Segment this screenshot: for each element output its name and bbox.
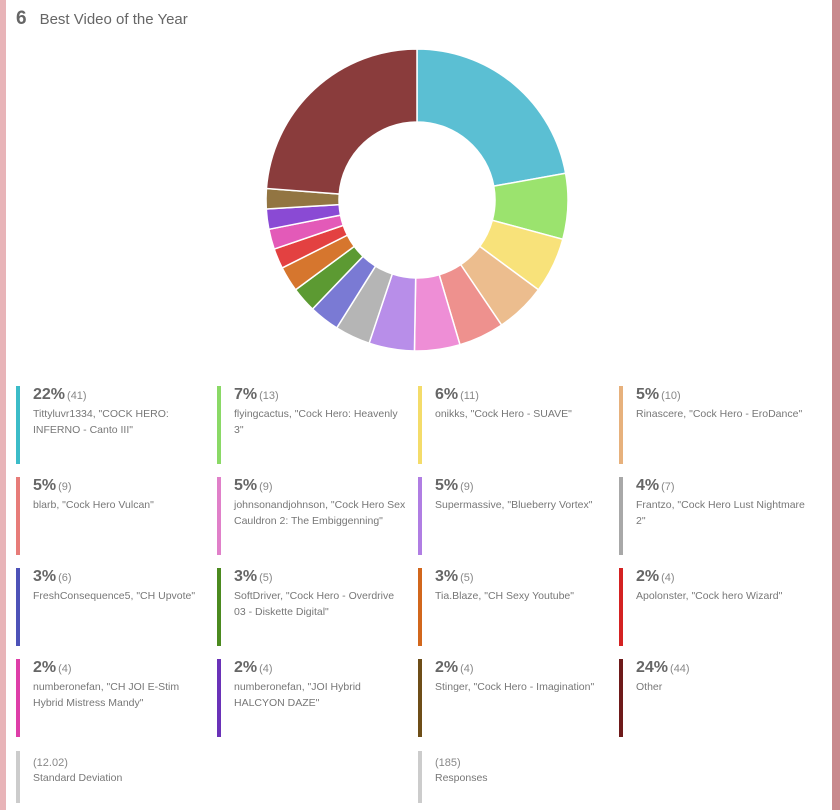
legend-percent: 2% — [33, 659, 57, 676]
legend-item: 3% (6) FreshConsequence5, "CH Upvote" — [16, 568, 206, 646]
legend-count: (6) — [58, 572, 72, 584]
legend-label: Tittyluvr1334, "COCK HERO: INFERNO - Can… — [33, 408, 169, 436]
legend-count: (9) — [259, 481, 273, 493]
legend-label: Frantzo, "Cock Hero Lust Nightmare 2" — [636, 499, 805, 527]
legend-label: Rinascere, "Cock Hero - EroDance" — [636, 408, 803, 420]
legend-label: FreshConsequence5, "CH Upvote" — [33, 590, 196, 602]
legend-label: Stinger, "Cock Hero - Imagination" — [435, 681, 595, 693]
legend-percent: 7% — [234, 386, 258, 403]
legend-count: (4) — [460, 663, 474, 675]
legend-item: 5% (9) johnsonandjohnson, "Cock Hero Sex C… — [217, 477, 407, 555]
legend-label: blarb, "Cock Hero Vulcan" — [33, 499, 154, 511]
legend-percent: 5% — [234, 477, 258, 494]
legend-label: Supermassive, "Blueberry Vortex" — [435, 499, 593, 511]
donut-slice-16[interactable] — [265, 48, 418, 195]
legend-percent: 5% — [435, 477, 459, 494]
legend-count: (11) — [460, 390, 479, 402]
donut-chart — [265, 48, 569, 352]
legend-count: (4) — [259, 663, 273, 675]
legend-count: (4) — [58, 663, 72, 675]
legend-percent: 6% — [435, 386, 459, 403]
legend-item: 2% (4) numberonefan, "JOI Hybrid HALCYON D… — [217, 659, 407, 737]
legend-count: (44) — [670, 663, 690, 675]
legend-item: 2% (4) Stinger, "Cock Hero - Imagination" — [418, 659, 608, 737]
legend-item: 22% (41) Tittyluvr1334, "COCK HERO: INFERN… — [16, 386, 206, 464]
legend-label: Tia.Blaze, "CH Sexy Youtube" — [435, 590, 574, 602]
legend-percent: 5% — [636, 386, 660, 403]
legend-label: Other — [636, 681, 663, 693]
question-number: 6 — [16, 8, 27, 29]
stat-value: (185) — [435, 757, 461, 769]
legend-item: 3% (5) SoftDriver, "Cock Hero - Overdrive … — [217, 568, 407, 646]
legend-label: SoftDriver, "Cock Hero - Overdrive 03 - … — [234, 590, 395, 618]
stat-responses: (185) Responses — [418, 751, 608, 803]
legend-label: flyingcactus, "Cock Hero: Heavenly 3" — [234, 408, 398, 436]
legend-percent: 5% — [33, 477, 57, 494]
stat-value: (12.02) — [33, 757, 68, 769]
legend-item: 5% (9) blarb, "Cock Hero Vulcan" — [16, 477, 206, 555]
donut-slice-1[interactable] — [416, 48, 567, 188]
legend-percent: 2% — [234, 659, 258, 676]
legend-item: 2% (4) numberonefan, "CH JOI E-Stim Hybrid… — [16, 659, 206, 737]
legend-count: (4) — [661, 572, 675, 584]
legend-item: 2% (4) Apolonster, "Cock hero Wizard" — [619, 568, 809, 646]
stat-standard-deviation: (12.02) Standard Deviation — [16, 751, 206, 803]
legend-label: numberonefan, "CH JOI E-Stim Hybrid Mist… — [33, 681, 180, 709]
legend-percent: 24% — [636, 659, 669, 676]
legend-label: onikks, "Cock Hero - SUAVE" — [435, 408, 572, 420]
legend-percent: 3% — [33, 568, 57, 585]
legend-percent: 22% — [33, 386, 66, 403]
stat-label: Responses — [435, 772, 488, 784]
legend-count: (9) — [460, 481, 474, 493]
legend-item: 7% (13) flyingcactus, "Cock Hero: Heavenly… — [217, 386, 407, 464]
legend-label: numberonefan, "JOI Hybrid HALCYON DAZE" — [234, 681, 361, 709]
legend-item: 6% (11) onikks, "Cock Hero - SUAVE" — [418, 386, 608, 464]
legend-item: 24% (44) Other — [619, 659, 809, 737]
legend-label: johnsonandjohnson, "Cock Hero Sex Cauldr… — [234, 499, 406, 527]
legend-percent: 4% — [636, 477, 660, 494]
legend-item: 3% (5) Tia.Blaze, "CH Sexy Youtube" — [418, 568, 608, 646]
legend-count: (5) — [460, 572, 474, 584]
legend-count: (7) — [661, 481, 675, 493]
legend-item: 5% (10) Rinascere, "Cock Hero - EroDance" — [619, 386, 809, 464]
question-header: 6 Best Video of the Year — [16, 8, 188, 30]
legend-percent: 2% — [636, 568, 660, 585]
legend-label: Apolonster, "Cock hero Wizard" — [636, 590, 783, 602]
legend-item: 5% (9) Supermassive, "Blueberry Vortex" — [418, 477, 608, 555]
legend-percent: 2% — [435, 659, 459, 676]
legend-item: 4% (7) Frantzo, "Cock Hero Lust Nightmare … — [619, 477, 809, 555]
legend-count: (41) — [67, 390, 87, 402]
stat-label: Standard Deviation — [33, 772, 123, 784]
legend-count: (10) — [661, 390, 681, 402]
legend-count: (13) — [259, 390, 279, 402]
question-title: Best Video of the Year — [39, 11, 188, 28]
legend-percent: 3% — [234, 568, 258, 585]
legend-count: (9) — [58, 481, 72, 493]
legend-percent: 3% — [435, 568, 459, 585]
legend-count: (5) — [259, 572, 273, 584]
